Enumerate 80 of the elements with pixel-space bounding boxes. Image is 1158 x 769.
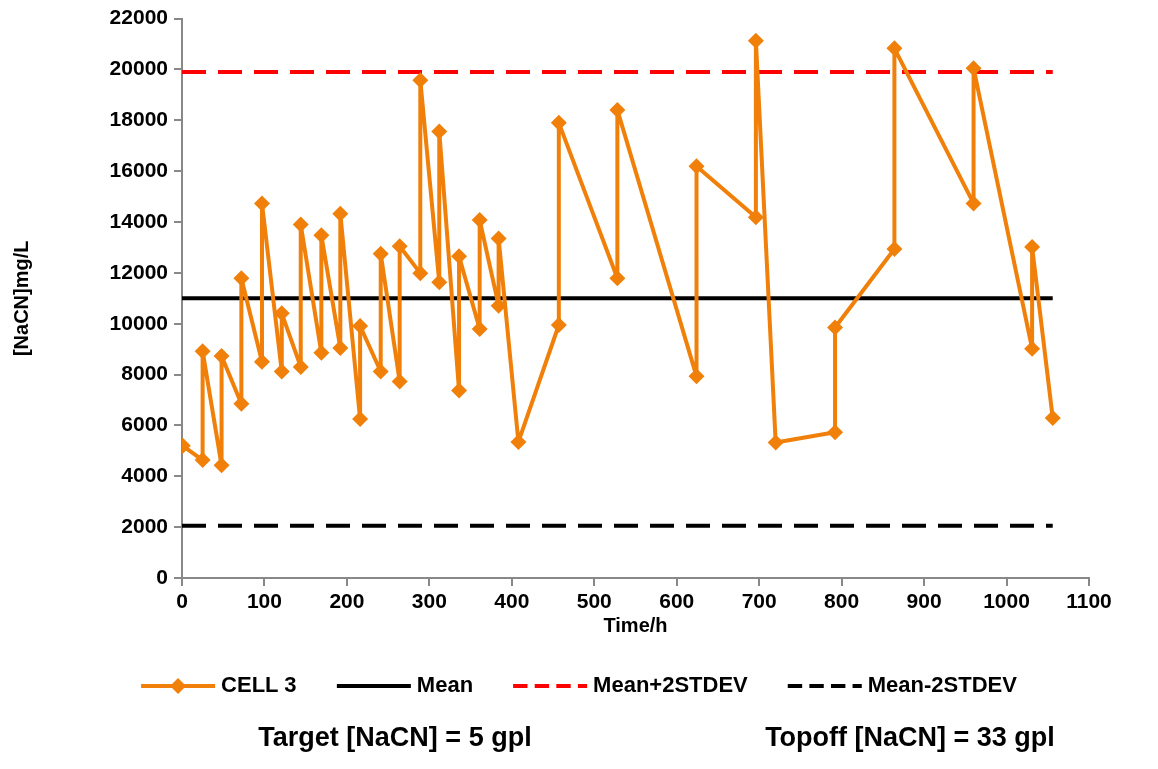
- y-tick-label: 14000: [109, 208, 168, 232]
- y-tick-label: 8000: [121, 361, 168, 385]
- point: [292, 216, 309, 233]
- text: Target [NaCN] = 5 gpl: [258, 722, 532, 753]
- point: [292, 358, 309, 375]
- point: [372, 363, 389, 380]
- point: [1024, 340, 1041, 357]
- point: [827, 424, 844, 441]
- point: [194, 343, 211, 360]
- point: [391, 373, 408, 390]
- point: [194, 452, 211, 469]
- point: [352, 411, 369, 428]
- legend-label: Mean-2STDEV: [867, 672, 1018, 698]
- point: [332, 339, 349, 356]
- y-tick-label: 2000: [121, 513, 168, 537]
- y-tick-label: 22000: [109, 5, 168, 29]
- y-tick-label: 4000: [121, 463, 168, 487]
- x-tick-label: 100: [246, 589, 282, 613]
- point: [233, 270, 250, 287]
- point: [471, 321, 488, 338]
- point: [550, 317, 567, 333]
- point: [490, 230, 507, 247]
- point: [431, 274, 448, 291]
- x-tick-label: 0: [176, 589, 188, 613]
- point: [273, 363, 290, 380]
- point: [965, 60, 982, 77]
- point: [233, 395, 250, 412]
- point: [313, 227, 330, 244]
- point: [550, 114, 567, 131]
- x-tick-label: 200: [329, 589, 365, 613]
- point: [352, 318, 369, 335]
- point: [431, 123, 448, 140]
- point: [372, 245, 389, 262]
- y-tick-label: 16000: [109, 157, 168, 181]
- point: [471, 211, 488, 228]
- x-tick-label: 700: [741, 589, 777, 613]
- legend-label: Mean: [416, 672, 474, 698]
- y-tick-label: 18000: [109, 107, 168, 131]
- point: [688, 368, 705, 385]
- point: [609, 101, 626, 118]
- point: [451, 382, 468, 399]
- point: [253, 195, 270, 212]
- y-tick-label: 6000: [121, 412, 168, 436]
- point: [451, 248, 468, 265]
- x-tick-label: 1100: [1066, 589, 1112, 613]
- point: [253, 353, 270, 370]
- point: [965, 195, 982, 212]
- x-tick-label: 400: [494, 589, 530, 613]
- point: [688, 158, 705, 175]
- point: [1024, 238, 1041, 255]
- point: [332, 205, 349, 222]
- point: [313, 344, 330, 361]
- point: [886, 240, 903, 257]
- legend-label: Mean+2STDEV: [593, 672, 749, 698]
- x-tick-label: 1000: [983, 589, 1030, 613]
- point: [827, 319, 844, 336]
- x-axis-title: Time/h: [603, 613, 668, 636]
- y-tick-label: 12000: [109, 259, 168, 283]
- point: [886, 40, 903, 57]
- y-tick-label: 20000: [109, 56, 168, 80]
- x-tick-label: 500: [576, 589, 612, 613]
- point: [767, 434, 784, 451]
- point: [609, 270, 626, 287]
- legend-label: CELL 3: [221, 672, 297, 698]
- y-tick-label: 0: [156, 564, 168, 588]
- point: [747, 209, 764, 226]
- point: [747, 32, 764, 49]
- x-tick-label: 900: [906, 589, 942, 613]
- y-tick-label: 10000: [109, 310, 168, 334]
- point: [391, 238, 408, 255]
- y-axis-title: [NaCN]mg/L: [9, 240, 32, 357]
- x-tick-label: 600: [659, 589, 695, 613]
- point: [412, 265, 429, 282]
- point: [1044, 410, 1061, 427]
- point: [213, 348, 230, 365]
- point: [412, 72, 429, 89]
- x-tick-label: 800: [824, 589, 860, 613]
- text: Topoff [NaCN] = 33 gpl: [765, 722, 1055, 753]
- point: [213, 457, 230, 474]
- x-tick-label: 300: [411, 589, 447, 613]
